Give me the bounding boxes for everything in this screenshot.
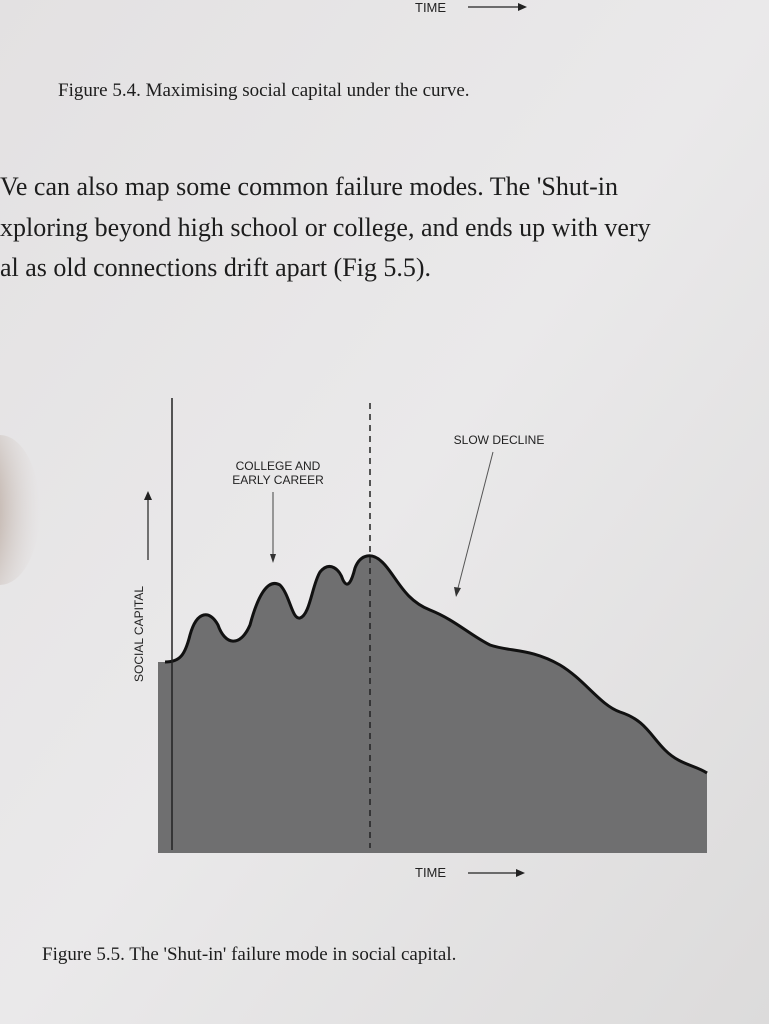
arrowhead [270, 554, 276, 563]
arrowhead [516, 869, 525, 877]
x-axis-label: TIME [415, 865, 446, 880]
paragraph-line: Ve can also map some common failure mode… [0, 172, 618, 201]
annotation: EARLY CAREER [232, 473, 324, 487]
annotation: COLLEGE AND [236, 459, 321, 473]
paragraph-line: xploring beyond high school or college, … [0, 213, 651, 242]
paragraph-line: al as old connections drift apart (Fig 5… [0, 253, 431, 282]
figure-caption: Figure 5.5. The 'Shut-in' failure mode i… [42, 944, 456, 965]
top-time-label: TIME [415, 0, 446, 15]
curve [164, 554, 708, 775]
annotation: SLOW DECLINE [454, 433, 545, 447]
arrowhead [518, 3, 527, 11]
figure-caption: Figure 5.4. Maximising social capital un… [58, 80, 470, 101]
diagram: SOCIAL CAPITAL COLLEGE AND EARLY CAREER … [132, 398, 708, 880]
y-axis-label: SOCIAL CAPITAL [132, 586, 146, 682]
pointer [457, 451, 494, 589]
arrowhead [144, 491, 152, 500]
arrowhead [454, 587, 461, 597]
area [158, 555, 707, 853]
finger-shadow [0, 435, 40, 585]
